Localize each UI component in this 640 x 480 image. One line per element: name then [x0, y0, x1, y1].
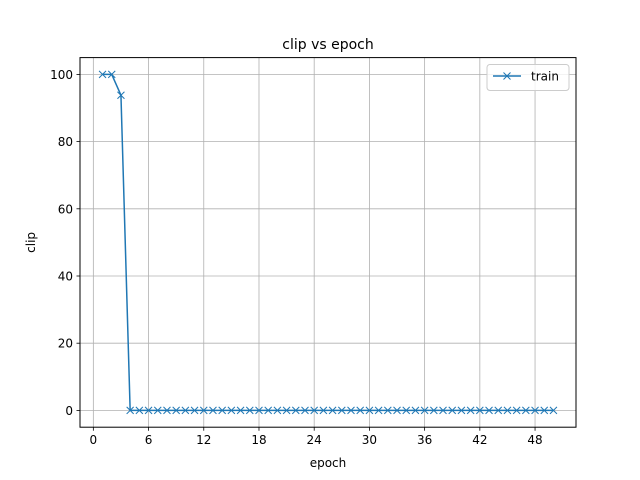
data-point [282, 406, 291, 415]
x-tick-label: 48 [527, 433, 542, 447]
data-point [291, 406, 300, 415]
legend-box [486, 64, 570, 91]
x-tick-label: 0 [90, 433, 98, 447]
data-point [457, 406, 466, 415]
x-tick-label: 30 [362, 433, 377, 447]
plot-frame [79, 57, 577, 428]
chart-title: clip vs epoch [282, 37, 373, 53]
ticks: 0 6 12 18 24 30 36 42 48 0 20 40 60 80 100 [50, 68, 543, 447]
data-point [153, 406, 162, 415]
series-line-train [102, 73, 554, 412]
data-point [402, 406, 411, 415]
y-tick-label: 20 [58, 337, 73, 351]
data-point [494, 406, 503, 415]
data-point [172, 406, 181, 415]
data-point [365, 406, 374, 415]
data-point [301, 406, 309, 415]
data-point [135, 406, 144, 415]
data-point [411, 406, 420, 415]
data-point [328, 406, 337, 415]
data-point [319, 406, 328, 415]
data-point [383, 406, 392, 415]
data-point [549, 406, 558, 415]
data-point [521, 406, 530, 415]
x-tick-label: 36 [417, 433, 432, 447]
y-axis-label: clip [24, 232, 38, 253]
x-tick-label: 24 [307, 433, 322, 447]
data-point [374, 406, 383, 415]
x-tick-label: 12 [196, 433, 211, 447]
data-point [356, 406, 365, 415]
x-tick-label: 18 [251, 433, 266, 447]
data-point [439, 406, 447, 415]
data-point [181, 406, 190, 415]
y-tick-label: 60 [58, 202, 73, 216]
data-point [485, 406, 493, 415]
data-point [475, 406, 484, 415]
legend-label-train: train [531, 70, 559, 84]
y-tick-label: 80 [58, 135, 73, 149]
data-point [310, 406, 319, 415]
data-point [163, 406, 171, 415]
data-point [264, 406, 273, 415]
data-point [429, 406, 438, 415]
data-point [218, 406, 227, 415]
y-tick-label: 0 [65, 404, 73, 418]
data-point [126, 406, 135, 415]
data-point [245, 406, 254, 415]
data-point [337, 406, 346, 415]
legend: train [486, 64, 570, 91]
data-point [540, 406, 549, 415]
legend-marker-x-icon [503, 72, 511, 80]
y-tick-label: 40 [58, 270, 73, 284]
data-point [199, 406, 208, 415]
series-layer [98, 70, 558, 415]
data-point [190, 406, 199, 415]
data-point [98, 70, 107, 79]
data-point [503, 406, 512, 415]
data-point [531, 406, 539, 415]
y-tick-label: 100 [50, 68, 73, 82]
data-point [117, 91, 125, 100]
data-point [107, 70, 116, 79]
data-point [448, 406, 457, 415]
data-point [236, 406, 245, 415]
x-axis-label: epoch [310, 456, 347, 470]
data-point [420, 406, 429, 415]
data-point [227, 406, 236, 415]
data-point [255, 406, 263, 415]
data-point [209, 406, 217, 415]
data-point [347, 406, 355, 415]
data-point [393, 406, 401, 415]
x-tick-label: 42 [472, 433, 487, 447]
x-tick-label: 6 [145, 433, 153, 447]
data-point [466, 406, 475, 415]
data-point [273, 406, 282, 415]
data-point [512, 406, 521, 415]
data-point [144, 406, 153, 415]
